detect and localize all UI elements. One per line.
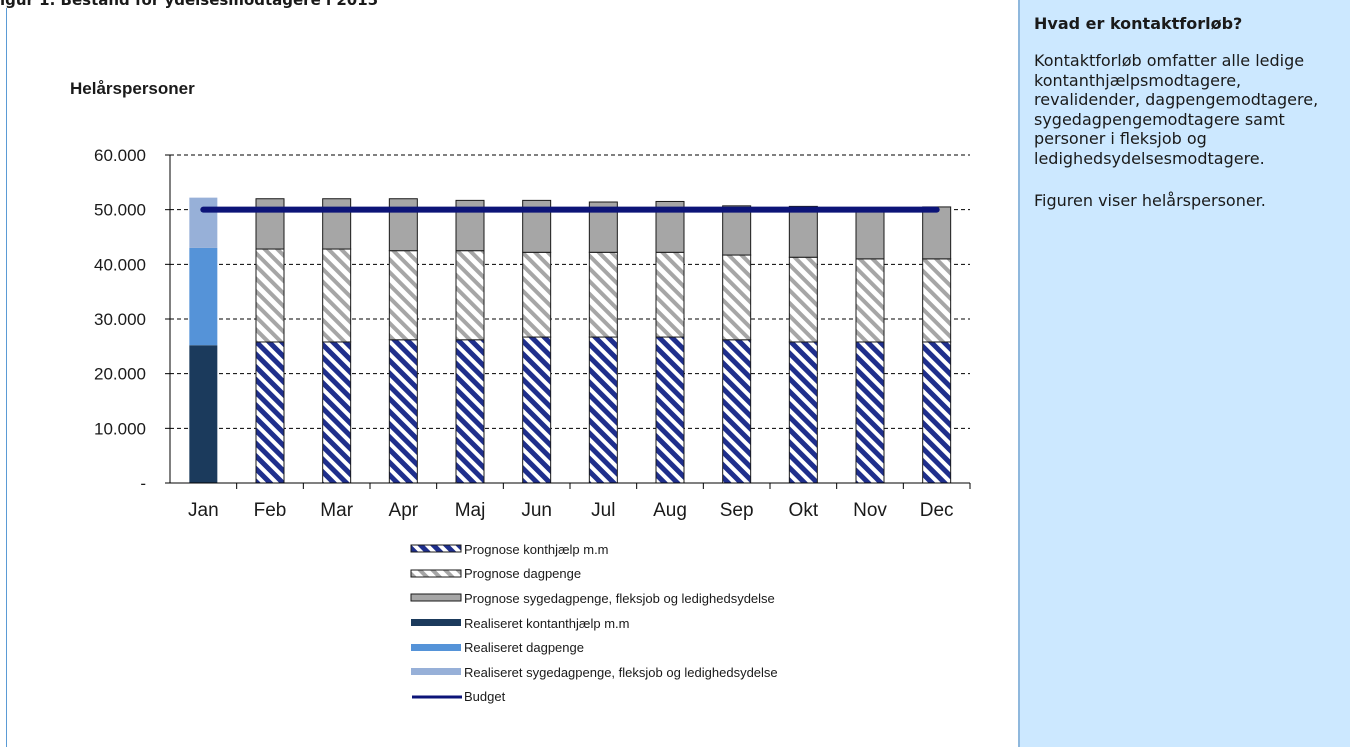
grid-layer	[170, 154, 970, 429]
bar-segment	[588, 251, 618, 338]
legend-swatch	[410, 569, 462, 578]
x-tick-label: Nov	[853, 500, 887, 521]
bar-segment	[922, 258, 952, 343]
legend-swatch	[411, 643, 461, 651]
bar-segment	[255, 198, 285, 250]
y-tick-label: 40.000	[94, 255, 146, 274]
bar-segment	[655, 336, 685, 484]
bar-segment	[189, 197, 218, 248]
x-tick-label: Feb	[254, 500, 287, 521]
bar-segment	[189, 345, 218, 483]
y-tick-label: 10.000	[94, 419, 146, 438]
legend-swatch	[411, 668, 461, 676]
legend-label: Budget	[464, 689, 506, 705]
legend-color-swatch	[411, 668, 461, 676]
chart-legend: Prognose konthjælp m.m Prognose dagpenge P…	[410, 537, 970, 709]
bar-segment	[322, 248, 352, 343]
axis-layer: - 10.000 20.000 30.000 40.000 50.000 60.000 Jan…	[94, 146, 971, 521]
legend-label: Realiseret sygedagpenge, fleksjob og led…	[464, 664, 778, 680]
x-tick-label: Jun	[521, 500, 552, 521]
bar-segment	[388, 198, 418, 252]
bar-segment	[722, 339, 752, 484]
legend-swatch	[410, 544, 462, 553]
x-tick-label: Apr	[389, 500, 419, 521]
y-tick-label: 20.000	[94, 365, 146, 384]
legend-item: Prognose dagpenge	[410, 562, 970, 587]
bar-segment	[189, 247, 218, 346]
legend-color-swatch	[410, 593, 462, 602]
x-tick-label: Okt	[789, 500, 819, 521]
bar-segment	[322, 198, 352, 250]
legend-label: Realiseret dagpenge	[464, 640, 584, 656]
legend-item: Realiseret sygedagpenge, fleksjob og led…	[410, 660, 970, 685]
bar-segment	[588, 336, 618, 484]
legend-color-swatch	[411, 643, 461, 651]
bar-segment	[388, 250, 418, 341]
sidebar-heading: Hvad er kontaktforløb?	[1034, 14, 1243, 33]
bar-segment	[855, 208, 885, 260]
bar-segment	[855, 341, 885, 484]
bar-segment	[255, 248, 285, 343]
sidebar-paragraph-note: Figuren viser helårspersoner.	[1034, 191, 1266, 210]
bar-segment	[788, 205, 818, 258]
legend-item: Realiseret dagpenge	[410, 635, 970, 660]
bar-segment	[388, 339, 418, 484]
legend-label: Prognose konthjælp m.m	[464, 541, 609, 557]
x-tick-label: Aug	[653, 500, 687, 521]
y-tick-label: 60.000	[94, 146, 146, 165]
bar-segment	[722, 205, 752, 256]
legend-swatch	[411, 619, 461, 627]
bar-segment	[922, 206, 952, 260]
sidebar-paragraph-definition: Kontaktforløb omfatter alle ledige konta…	[1034, 51, 1319, 168]
x-tick-label: Dec	[920, 500, 954, 521]
legend-swatch	[410, 593, 462, 602]
bars-layer	[189, 197, 952, 484]
y-tick-label: -	[140, 474, 146, 493]
bar-segment	[455, 339, 485, 484]
x-tick-label: Sep	[720, 500, 754, 521]
x-tick-label: Jan	[188, 500, 219, 521]
bar-segment	[855, 258, 885, 343]
x-tick-label: Jul	[591, 500, 615, 521]
legend-pattern-swatch	[410, 544, 462, 553]
y-axis-title: Helårspersoner	[70, 79, 195, 98]
bar-segment	[455, 250, 485, 341]
bar-segment	[788, 256, 818, 343]
y-tick-label: 50.000	[94, 201, 146, 220]
figure-frame-left	[6, 8, 7, 747]
legend-item: Prognose sygedagpenge, fleksjob og ledig…	[410, 586, 970, 611]
x-tick-label: Mar	[320, 500, 353, 521]
stacked-bar-chart: Helårspersoner - 10.000 20.000 30.000 40.000…	[70, 79, 971, 521]
y-tick-label: 30.000	[94, 310, 146, 329]
x-tick-label: Maj	[455, 500, 486, 521]
legend-label: Prognose dagpenge	[464, 566, 582, 582]
legend-item: Realiseret kontanthjælp m.m	[410, 611, 970, 636]
legend-label: Realiseret kontanthjælp m.m	[464, 615, 630, 631]
legend-pattern-swatch	[410, 569, 462, 578]
figure-title: igur 1. Bestand for ydelsesmodtagere i 2…	[0, 0, 379, 9]
info-sidebar: Hvad er kontaktforløb? Kontaktforløb omf…	[1018, 0, 1350, 747]
bar-segment	[322, 341, 352, 484]
bar-segment	[522, 251, 552, 338]
legend-color-swatch	[411, 619, 461, 627]
bar-segment	[922, 341, 952, 484]
legend-swatch	[412, 695, 462, 699]
bar-segment	[655, 251, 685, 338]
legend-item: Prognose konthjælp m.m	[410, 537, 970, 562]
bar-segment	[522, 336, 552, 484]
legend-label: Prognose sygedagpenge, fleksjob og ledig…	[464, 590, 775, 606]
bar-segment	[722, 254, 752, 341]
bar-segment	[255, 341, 285, 484]
legend-item: Budget	[410, 685, 970, 710]
bar-segment	[788, 341, 818, 484]
